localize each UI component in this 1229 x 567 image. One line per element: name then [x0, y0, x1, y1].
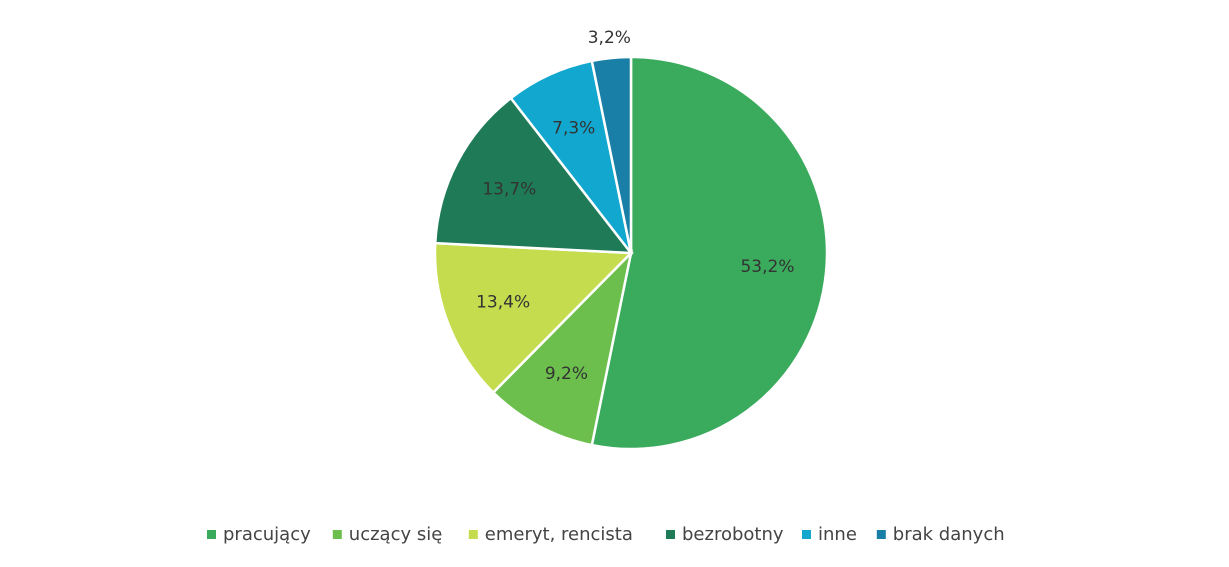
- value-label: 3,2%: [588, 28, 631, 48]
- legend-swatch: [802, 530, 811, 539]
- pie-slice: [590, 55, 829, 451]
- legend-swatch: [666, 530, 675, 539]
- pie-slice: [491, 249, 634, 447]
- legend-swatch: [876, 530, 886, 539]
- legend-swatch: [207, 530, 216, 539]
- pie-slice: [590, 55, 633, 254]
- value-label: 13,4%: [476, 293, 530, 313]
- value-label: 9,2%: [545, 364, 588, 384]
- legend-swatch: [468, 530, 478, 539]
- legend-label: uczący się: [349, 524, 443, 545]
- legend-label: brak danych: [893, 524, 1005, 545]
- legend-label: pracujący: [223, 524, 311, 545]
- pie-slice: [433, 241, 634, 395]
- legend-label: emeryt, rencista: [485, 524, 633, 545]
- legend-label: bezrobotny: [682, 524, 784, 545]
- value-label: 13,7%: [482, 180, 536, 200]
- value-label: 53,2%: [740, 257, 794, 277]
- legend: pracujący uczący się emeryt, rencista bezro…: [207, 524, 1005, 545]
- value-label: 7,3%: [552, 118, 595, 138]
- legend-label: inne: [818, 524, 857, 545]
- legend-swatch: [332, 530, 342, 539]
- pie-slice: [433, 96, 634, 255]
